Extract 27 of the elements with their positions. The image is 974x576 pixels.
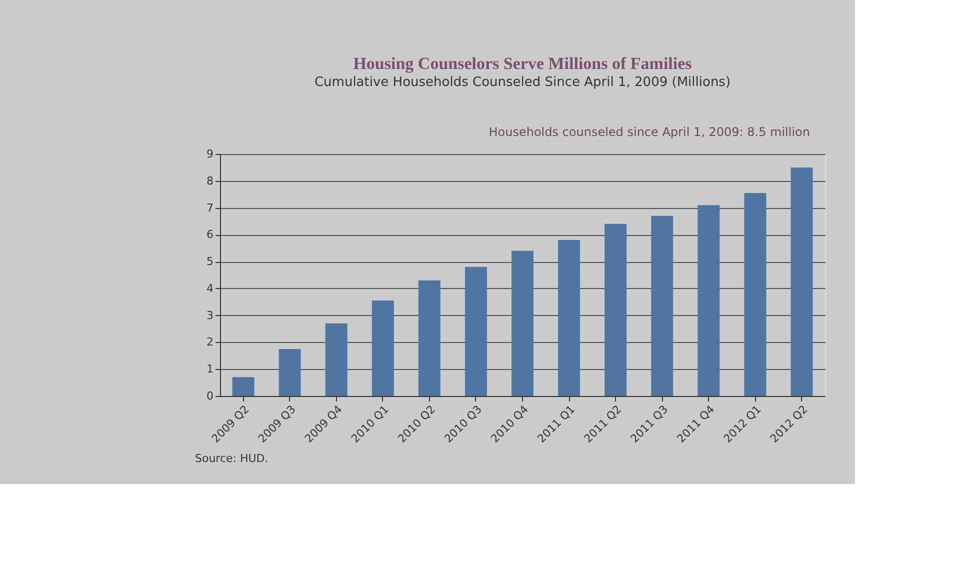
y-tick-label: 3 xyxy=(206,308,214,322)
bar xyxy=(604,224,627,396)
bar xyxy=(232,377,254,396)
bar xyxy=(325,323,348,396)
y-tick-label: 9 xyxy=(206,148,214,160)
bar xyxy=(464,266,487,396)
bar xyxy=(372,300,394,396)
y-tick-label: 1 xyxy=(206,362,214,376)
y-tick-label: 7 xyxy=(206,201,214,214)
bar xyxy=(698,205,720,396)
bar xyxy=(790,167,813,396)
bar xyxy=(558,240,580,396)
y-tick-label: 8 xyxy=(206,174,214,188)
bar xyxy=(744,192,766,396)
bar xyxy=(512,250,534,396)
chart-title: Housing Counselors Serve Millions of Families xyxy=(353,54,692,73)
y-tick-label: 2 xyxy=(206,336,214,349)
source-note: Source: HUD. xyxy=(195,452,268,465)
y-tick-label: 6 xyxy=(206,228,214,242)
text: Households counseled since April 1, 2009: 8.5 million xyxy=(488,125,810,139)
chart-subtitle: Cumulative Households Counseled Since April 1, 2009 (Millions) xyxy=(314,75,731,90)
bar xyxy=(418,280,440,396)
y-tick-label: 4 xyxy=(206,282,214,295)
y-tick-label: 5 xyxy=(206,255,214,268)
bar xyxy=(651,216,674,396)
bar xyxy=(278,348,301,396)
y-tick-label: 0 xyxy=(206,390,214,402)
